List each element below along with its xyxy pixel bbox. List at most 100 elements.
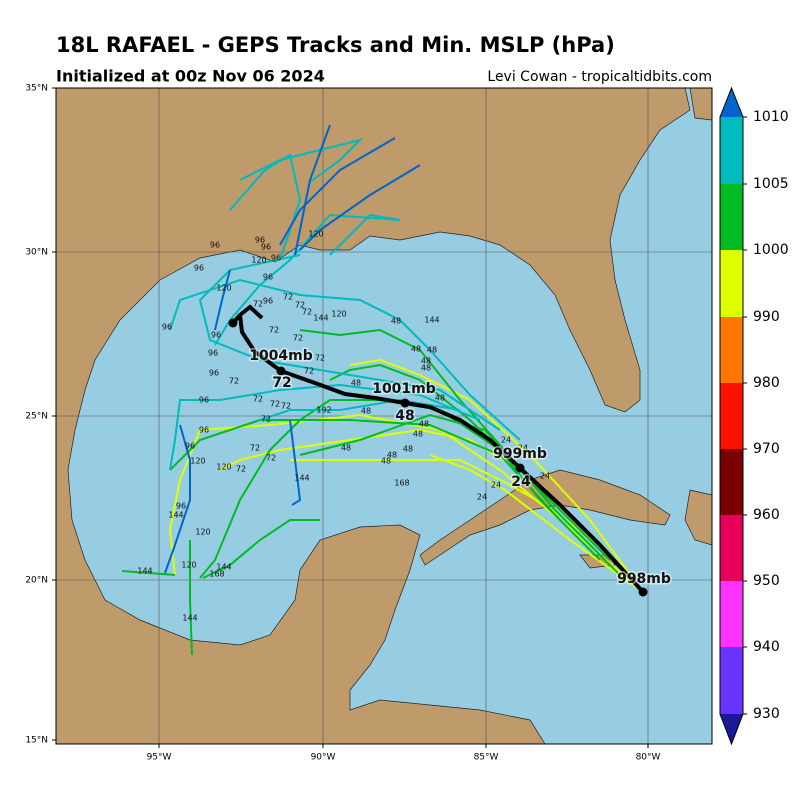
lat-label: 25°N <box>25 412 48 422</box>
member-hour-label: 96 <box>199 396 209 405</box>
member-track <box>214 269 231 331</box>
mean-track-point <box>400 398 410 408</box>
graticule <box>56 88 712 744</box>
colorbar-label: 1010 <box>753 109 789 125</box>
member-hour-label: 96 <box>194 264 204 273</box>
member-hour-label: 96 <box>185 442 195 451</box>
member-hour-label: 96 <box>263 273 273 282</box>
colorbar-segment <box>720 184 743 250</box>
member-hour-label: 72 <box>229 377 239 386</box>
member-hour-label: 48 <box>435 394 445 403</box>
member-track <box>199 399 601 579</box>
lon-label: 85°W <box>474 753 499 763</box>
member-hour-label: 144 <box>313 314 328 323</box>
member-track <box>214 213 401 346</box>
member-hour-label: 96 <box>255 236 265 245</box>
member-hour-label: 24 <box>518 444 528 453</box>
mean-pressure-label: 1001mb <box>372 381 436 397</box>
member-hour-label: 120 <box>331 310 346 319</box>
cuba <box>419 469 671 566</box>
member-hour-label: 144 <box>294 474 309 483</box>
mean-track-line <box>237 304 645 594</box>
member-hour-label: 120 <box>308 230 323 239</box>
mean-hour-label: 48 <box>395 408 414 424</box>
colorbar-segment <box>720 647 743 714</box>
lat-label: 15°N <box>25 736 48 746</box>
lat-label: 35°N <box>25 84 48 94</box>
member-hour-label: 96 <box>211 331 221 340</box>
upper-atlantic-coast <box>689 88 712 121</box>
colorbar-label: 1000 <box>753 242 789 258</box>
member-hour-label: 48 <box>351 379 361 388</box>
lat-label: 20°N <box>25 576 48 586</box>
member-hour-label: 168 <box>209 570 224 579</box>
member-hour-label: 72 <box>295 301 305 310</box>
member-hour-label: 168 <box>394 479 409 488</box>
member-hour-label: 48 <box>419 420 429 429</box>
mean-pressure-label: 999mb <box>493 446 547 462</box>
colorbar-extend <box>720 88 743 117</box>
colorbar-segment <box>720 117 743 184</box>
member-hour-label: 96 <box>210 241 220 250</box>
member-hour-label: 72 <box>250 444 260 453</box>
colorbar: 930 940 950 960 970 980 990 1000 1005 1010 <box>719 86 789 746</box>
credit: Levi Cowan - tropicaltidbits.com <box>487 69 712 85</box>
member-hour-label: 96 <box>263 297 273 306</box>
member-hour-label: 72 <box>236 465 246 474</box>
member-hour-label: 48 <box>411 345 421 354</box>
colorbar-extend <box>720 714 743 744</box>
member-hour-label: 48 <box>421 357 431 366</box>
member-hour-label: 96 <box>176 502 186 511</box>
member-hour-label: 144 <box>168 511 183 520</box>
member-track <box>329 363 531 481</box>
mean-pressure-label: 998mb <box>617 571 671 587</box>
member-hour-label: 96 <box>162 323 172 332</box>
mean-track-point <box>515 463 525 473</box>
member-track <box>299 413 611 561</box>
member-track <box>279 137 396 246</box>
member-hour-label: 48 <box>387 451 397 460</box>
member-hour-label: 48 <box>391 317 401 326</box>
member-track <box>294 124 331 256</box>
member-hour-label: 72 <box>304 367 314 376</box>
member-hour-label: 24 <box>501 436 511 445</box>
member-track <box>289 419 302 506</box>
subtitle: Initialized at 00z Nov 06 2024 <box>56 67 325 86</box>
member-hour-label: 96 <box>271 254 281 263</box>
colorbar-segment <box>720 515 743 581</box>
member-hour-label: 192 <box>316 406 331 415</box>
member-hour-label: 96 <box>209 369 219 378</box>
member-hour-label: 96 <box>261 243 271 252</box>
member-hour-label: 48 <box>381 457 391 466</box>
colorbar-label: 940 <box>753 639 780 655</box>
member-hour-label: 72 <box>302 308 312 317</box>
member-hour-label: 48 <box>403 445 413 454</box>
member-hour-label: 120 <box>195 528 210 537</box>
member-hour-label: 72 <box>269 326 279 335</box>
member-hour-label: 48 <box>361 407 371 416</box>
member-hour-label: 48 <box>421 364 431 373</box>
member-track <box>164 424 191 574</box>
member-hour-label: 144 <box>182 614 197 623</box>
member-hour-label: 144 <box>424 316 439 325</box>
member-hour-label: 120 <box>216 463 231 472</box>
member-track <box>169 419 561 521</box>
colorbar-segment <box>720 250 743 317</box>
lon-label: 90°W <box>311 753 336 763</box>
mean-hour-label: 72 <box>272 375 291 391</box>
member-track <box>202 519 320 579</box>
mean-track-point <box>228 318 238 328</box>
lat-label: 30°N <box>25 248 48 258</box>
lon-label: 95°W <box>147 753 172 763</box>
member-track <box>299 328 621 576</box>
colorbar-segment <box>720 449 743 515</box>
member-hour-label: 72 <box>253 395 263 404</box>
mean-track: 998mb 999mb 1001mb 1004mb 24 48 72 <box>228 304 672 597</box>
member-hour-label: 144 <box>216 563 231 572</box>
member-hour-label: 24 <box>477 493 487 502</box>
lon-label: 80°W <box>636 753 661 763</box>
colorbar-label: 980 <box>753 375 780 391</box>
member-hour-label: 144 <box>137 567 152 576</box>
